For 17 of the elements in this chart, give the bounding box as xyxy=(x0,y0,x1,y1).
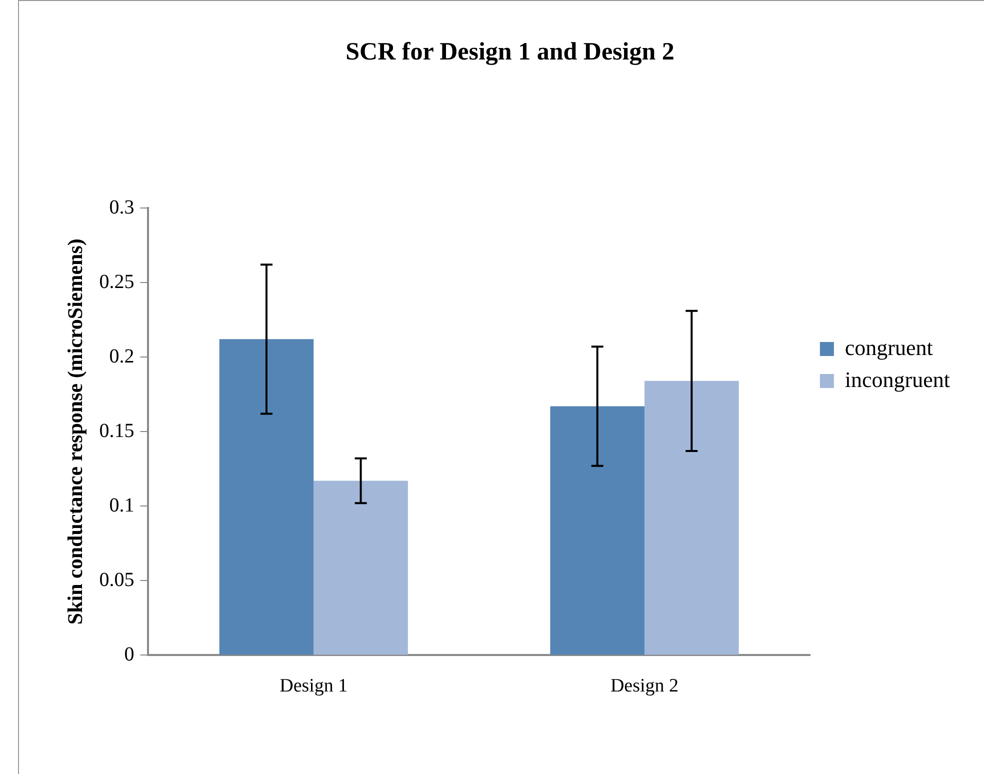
x-tick-label: Design 2 xyxy=(610,676,679,697)
y-tick-label: 0.3 xyxy=(109,196,134,218)
y-tick-label: 0.1 xyxy=(109,494,134,516)
chart-title: SCR for Design 1 and Design 2 xyxy=(346,38,674,66)
y-tick-label: 0 xyxy=(124,643,134,666)
y-tick-label: 0.15 xyxy=(99,420,134,442)
bar xyxy=(219,339,314,655)
y-tick-label: 0.05 xyxy=(99,568,134,591)
bar xyxy=(644,380,739,655)
y-tick-label: 0.2 xyxy=(109,345,134,368)
x-tick-label: Design 1 xyxy=(280,676,348,697)
bar xyxy=(550,406,644,655)
y-axis-title: Skin conductance response (microSiemens) xyxy=(63,238,88,625)
legend-label: congruent xyxy=(844,334,933,360)
legend-label: incongruent xyxy=(844,366,950,392)
bar xyxy=(314,480,408,655)
y-tick-label: 0.25 xyxy=(99,270,134,293)
